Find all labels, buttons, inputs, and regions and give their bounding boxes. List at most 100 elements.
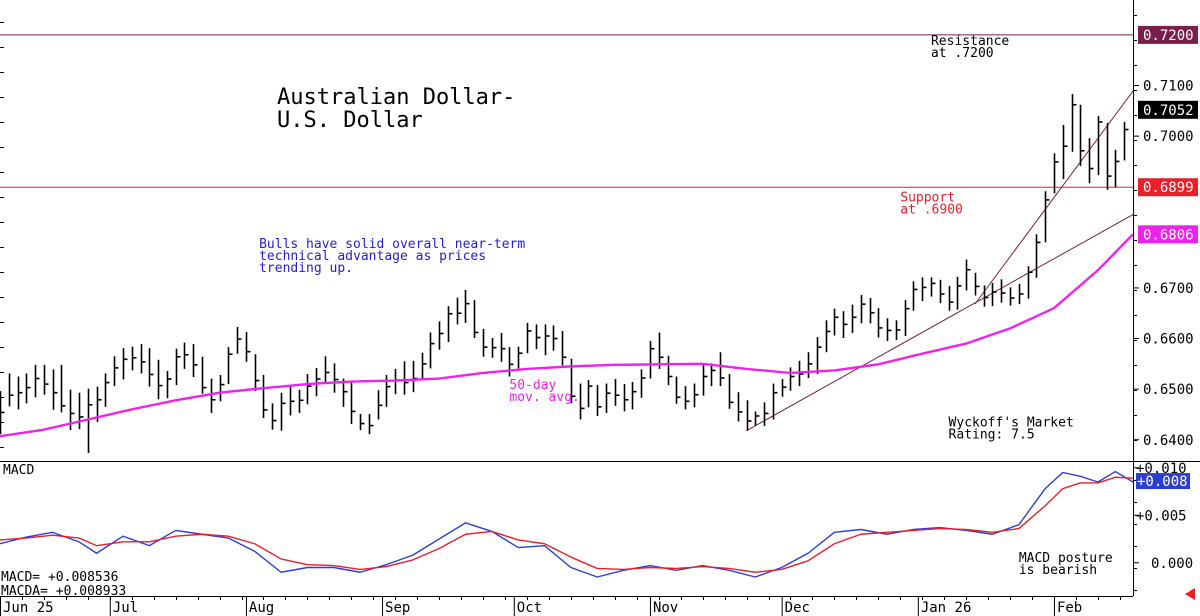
macd-y-badge-box (1136, 473, 1190, 490)
price-bar (842, 311, 848, 339)
price-bar (1053, 153, 1059, 194)
price-bar (87, 388, 93, 453)
price-bar (939, 279, 945, 304)
trendline-1 (974, 90, 1134, 305)
annotation-2-line-2: trending up. (259, 261, 353, 276)
annotation-2-line-1: technical advantage as prices (259, 249, 486, 264)
annotation-0-line-1: at .7200 (931, 46, 994, 61)
price-bar (271, 403, 277, 430)
price-bar (359, 413, 365, 431)
price-bar (851, 304, 857, 333)
x-month-label: Dec (785, 600, 810, 616)
y-badge-label: 0.6806 (1143, 227, 1194, 243)
price-bar (930, 277, 936, 297)
price-bar (175, 348, 181, 386)
price-bar (1000, 279, 1006, 303)
annotation-4-line-0: Wyckoff's Market (949, 416, 1074, 431)
macd-readout: MACD= +0.008536 (1, 570, 118, 585)
price-bar (52, 369, 58, 410)
price-bar (781, 379, 787, 397)
price-bar (17, 376, 23, 410)
price-bar (623, 384, 629, 412)
macd-annotation-line-1: is bearish (1019, 563, 1097, 578)
chart-title-line-2: U.S. Dollar (277, 108, 423, 133)
price-bar (921, 277, 927, 302)
x-month-label: Aug (249, 600, 274, 616)
price-bar (333, 363, 339, 393)
annotation-3-line-0: 50-day (509, 378, 556, 393)
price-bar (1009, 287, 1015, 306)
price-bar (649, 341, 655, 379)
price-bar (517, 346, 523, 369)
y-tick-label: 0.6600 (1143, 332, 1194, 348)
annotation-1-line-0: Support (900, 190, 955, 205)
price-bar (1018, 283, 1024, 305)
price-bar (113, 356, 119, 387)
price-bar (605, 383, 611, 413)
annotation-2-line-0: Bulls have solid overall near-term (259, 237, 525, 252)
price-bar (289, 384, 295, 416)
y-badge-label: 0.7200 (1143, 28, 1194, 44)
price-bar (1079, 104, 1085, 166)
price-bar (447, 306, 453, 343)
macd-y-badge-label: +0.008 (1137, 474, 1188, 490)
x-month-label: Sep (385, 600, 410, 616)
price-bar (1123, 121, 1129, 161)
price-bar (210, 378, 216, 413)
price-bar (640, 369, 646, 398)
price-bar (491, 338, 497, 358)
macd-line (0, 470, 1134, 578)
macd-annotation-line-0: MACD posture (1019, 551, 1113, 566)
price-bar (728, 373, 734, 409)
price-bar (0, 391, 5, 435)
trendline-0 (746, 214, 1134, 432)
price-bar (298, 389, 304, 413)
price-bar (561, 330, 567, 366)
price-bar (710, 363, 716, 387)
price-bar (456, 297, 462, 325)
moving-average-line (0, 233, 1134, 438)
price-bar (140, 344, 146, 374)
price-bar (587, 380, 593, 408)
y-badge-label: 0.6899 (1143, 180, 1194, 196)
price-bar (1097, 115, 1103, 176)
price-bar (25, 373, 31, 404)
price-bar (104, 373, 110, 407)
macd-y-tick-label: +0.005 (1136, 508, 1187, 524)
x-month-label: Jan 26 (921, 600, 972, 616)
annotation-1-line-1: at .6900 (900, 202, 963, 217)
axes: 0.6400 0.6500 0.6600 0.6700 0.7000 0.7100 0.72… (0, 15, 1198, 616)
price-bar (1027, 266, 1033, 299)
price-bar (816, 337, 822, 374)
macd-readout-box (0, 565, 162, 597)
price-bar (438, 321, 444, 350)
chart-title-line-1: Australian Dollar- (277, 85, 515, 110)
price-bar (658, 332, 664, 369)
price-bar (552, 325, 558, 351)
y-badge-box (1138, 25, 1198, 44)
price-bar (350, 382, 356, 425)
x-month-label: Oct (517, 600, 542, 616)
price-bar (122, 348, 128, 380)
price-bar (772, 383, 778, 420)
price-bar (965, 259, 971, 291)
price-bar (464, 289, 470, 323)
macd-y-tick-label: +0.010 (1136, 461, 1187, 477)
price-bar (912, 281, 918, 311)
price-bar (78, 392, 84, 430)
price-bar (904, 300, 910, 337)
macd-y-tick-label: 0.000 (1151, 556, 1193, 572)
price-bar (157, 359, 163, 400)
price-bar (60, 364, 66, 413)
y-badge-box (1138, 225, 1198, 244)
y-badge-box (1138, 100, 1198, 119)
price-bar (429, 332, 435, 369)
price-bar (869, 298, 875, 324)
annotation-0-line-0: Resistance (931, 34, 1009, 49)
x-month-label: Jul (113, 600, 138, 616)
price-bar (956, 276, 962, 310)
y-badge-box (1138, 178, 1198, 197)
price-bar (579, 383, 585, 420)
price-bar (596, 385, 602, 416)
